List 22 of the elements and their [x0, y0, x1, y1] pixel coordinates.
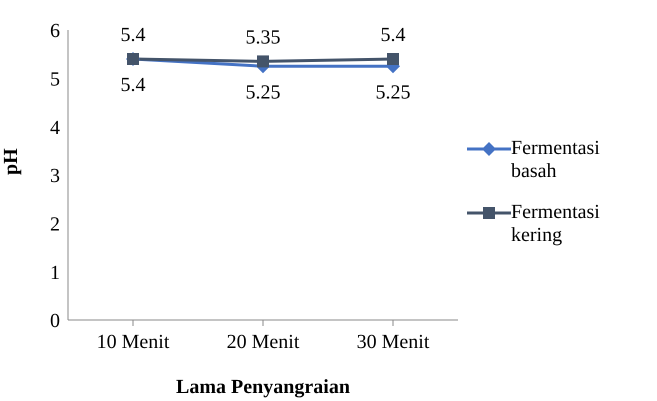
x-tick-label: 10 Menit	[96, 331, 170, 354]
data-label: 5.25	[246, 81, 280, 104]
x-axis-title: Lama Penyangraian	[176, 376, 350, 398]
y-tick-label: 6	[50, 20, 60, 42]
point	[257, 55, 269, 68]
data-label: 5.25	[376, 81, 410, 104]
point	[387, 53, 399, 65]
x-tick-label: 20 Menit	[226, 331, 300, 354]
data-label: 5.35	[246, 26, 280, 48]
y-tick-label: 0	[50, 310, 60, 332]
legend-label: Fermentasi kering	[511, 200, 601, 246]
data-label: 5.4	[380, 24, 406, 46]
data-label: 5.4	[120, 74, 146, 96]
data-label: 5.4	[120, 24, 146, 46]
y-tick-label: 5	[50, 68, 60, 90]
y-tick-label: 4	[50, 116, 60, 139]
y-tick-label: 1	[50, 262, 60, 284]
y-tick-label: 3	[50, 165, 60, 188]
y-tick-label: 2	[50, 213, 60, 236]
legend-label: Fermentasi basah	[511, 136, 601, 182]
y-axis-title: pH	[0, 148, 22, 175]
x-tick-label: 30 Menit	[356, 331, 430, 354]
